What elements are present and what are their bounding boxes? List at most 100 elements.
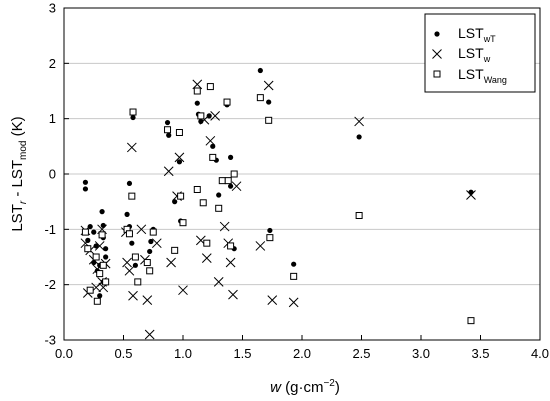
data-point-dot	[129, 240, 135, 246]
data-point-square	[143, 259, 151, 267]
data-point-cross	[225, 257, 236, 268]
data-point-dot	[176, 159, 183, 165]
data-point-cross	[151, 238, 162, 249]
data-point-dot	[206, 113, 212, 119]
data-point-square	[224, 177, 232, 185]
y-axis-label-c: (K)	[9, 116, 26, 140]
data-point-cross	[219, 221, 230, 232]
data-point-cross	[255, 241, 266, 251]
data-point-square	[92, 253, 100, 261]
data-point-dot	[257, 67, 263, 74]
data-point-dot	[99, 209, 105, 215]
data-point-square	[146, 267, 154, 275]
data-point-dot	[82, 179, 89, 185]
data-point-cross	[267, 295, 278, 306]
data-point-cross	[228, 289, 238, 300]
data-point-cross	[142, 295, 153, 306]
data-point-square	[265, 116, 273, 124]
data-point-cross	[288, 297, 299, 308]
x-axis-label-unit: (g·cm	[285, 379, 323, 396]
data-point-square	[129, 108, 137, 116]
data-marks	[80, 67, 476, 340]
y-tick-label: -2	[44, 277, 56, 292]
data-point-dot	[147, 248, 153, 255]
y-tick-label: 0	[49, 167, 56, 182]
data-point-dot	[91, 259, 97, 266]
x-axis: 0.0 0.5 1.0 1.5 2.0 2.5 3.0 3.5 4.0	[55, 335, 549, 361]
data-point-square	[193, 87, 201, 95]
data-point-dot	[93, 243, 99, 249]
legend-entry-lst-wang: LSTWang	[458, 66, 507, 85]
legend-entry-lst-w-name: LST	[458, 45, 484, 61]
x-tick-label: 4.0	[531, 346, 549, 361]
data-point-square	[125, 230, 133, 238]
legend: LSTwT LSTw LSTWang	[424, 13, 536, 93]
data-point-cross	[174, 152, 185, 163]
y-tick-label: -1	[44, 222, 56, 237]
data-point-square	[164, 126, 172, 134]
data-point-dot	[126, 180, 133, 187]
data-point-dot	[356, 134, 362, 140]
data-point-dot	[97, 293, 103, 299]
data-point-cross	[205, 135, 216, 146]
y-axis-label-a-sub: r	[18, 200, 29, 204]
data-point-cross	[192, 79, 203, 90]
x-tick-label: 3.0	[412, 346, 430, 361]
data-point-dot	[228, 183, 234, 189]
x-axis-label: w (g·cm−2)	[270, 378, 340, 396]
y-axis-label-b: - LST	[9, 160, 26, 201]
series-square	[81, 83, 475, 325]
data-point-square	[197, 112, 205, 120]
data-point-square	[256, 94, 264, 102]
data-point-square	[93, 297, 101, 305]
data-point-cross	[213, 277, 224, 287]
legend-entry-lst-wt-name: LST	[458, 25, 484, 41]
x-tick-label: 1.0	[174, 346, 192, 361]
data-point-square	[86, 286, 94, 294]
data-point-square	[102, 278, 110, 286]
y-tick-label: 3	[49, 1, 56, 16]
data-point-dot	[468, 189, 474, 195]
legend-entry-lst-wt-sub: wT	[483, 34, 496, 44]
data-point-square	[98, 231, 106, 239]
data-point-dot	[194, 100, 200, 106]
data-point-square	[209, 153, 217, 161]
data-point-cross	[178, 285, 188, 296]
data-point-cross	[126, 142, 137, 153]
data-point-dot	[166, 132, 172, 138]
data-point-square	[266, 234, 274, 242]
data-point-square	[84, 245, 92, 253]
x-axis-label-close: )	[335, 379, 340, 396]
data-point-cross	[263, 80, 274, 91]
data-point-cross	[136, 224, 147, 235]
data-point-square	[171, 246, 179, 254]
data-point-cross	[466, 190, 476, 200]
data-point-square	[203, 239, 211, 247]
data-point-square	[177, 192, 185, 200]
data-point-cross	[210, 111, 220, 121]
data-point-square	[223, 98, 231, 106]
legend-marker-dot	[434, 31, 440, 37]
data-point-dot	[100, 222, 106, 229]
data-point-dot	[267, 227, 273, 234]
x-tick-label: 0.5	[114, 346, 132, 361]
data-point-square	[215, 204, 223, 212]
data-point-dot	[87, 223, 93, 230]
data-point-square	[179, 219, 187, 227]
data-point-square	[206, 83, 214, 91]
legend-marker-square	[433, 70, 441, 78]
data-point-square	[227, 242, 235, 250]
x-tick-label: 0.0	[55, 346, 73, 361]
data-point-square	[134, 278, 142, 286]
data-point-square	[355, 212, 363, 219]
data-point-dot	[216, 192, 222, 198]
series-cross	[80, 79, 476, 340]
gridlines	[64, 62, 540, 286]
data-point-cross	[94, 241, 105, 251]
data-point-dot	[148, 238, 154, 245]
data-point-dot	[228, 154, 234, 160]
data-point-square	[131, 253, 139, 261]
x-tick-label: 2.5	[352, 346, 370, 361]
x-axis-label-main: w	[270, 379, 282, 396]
